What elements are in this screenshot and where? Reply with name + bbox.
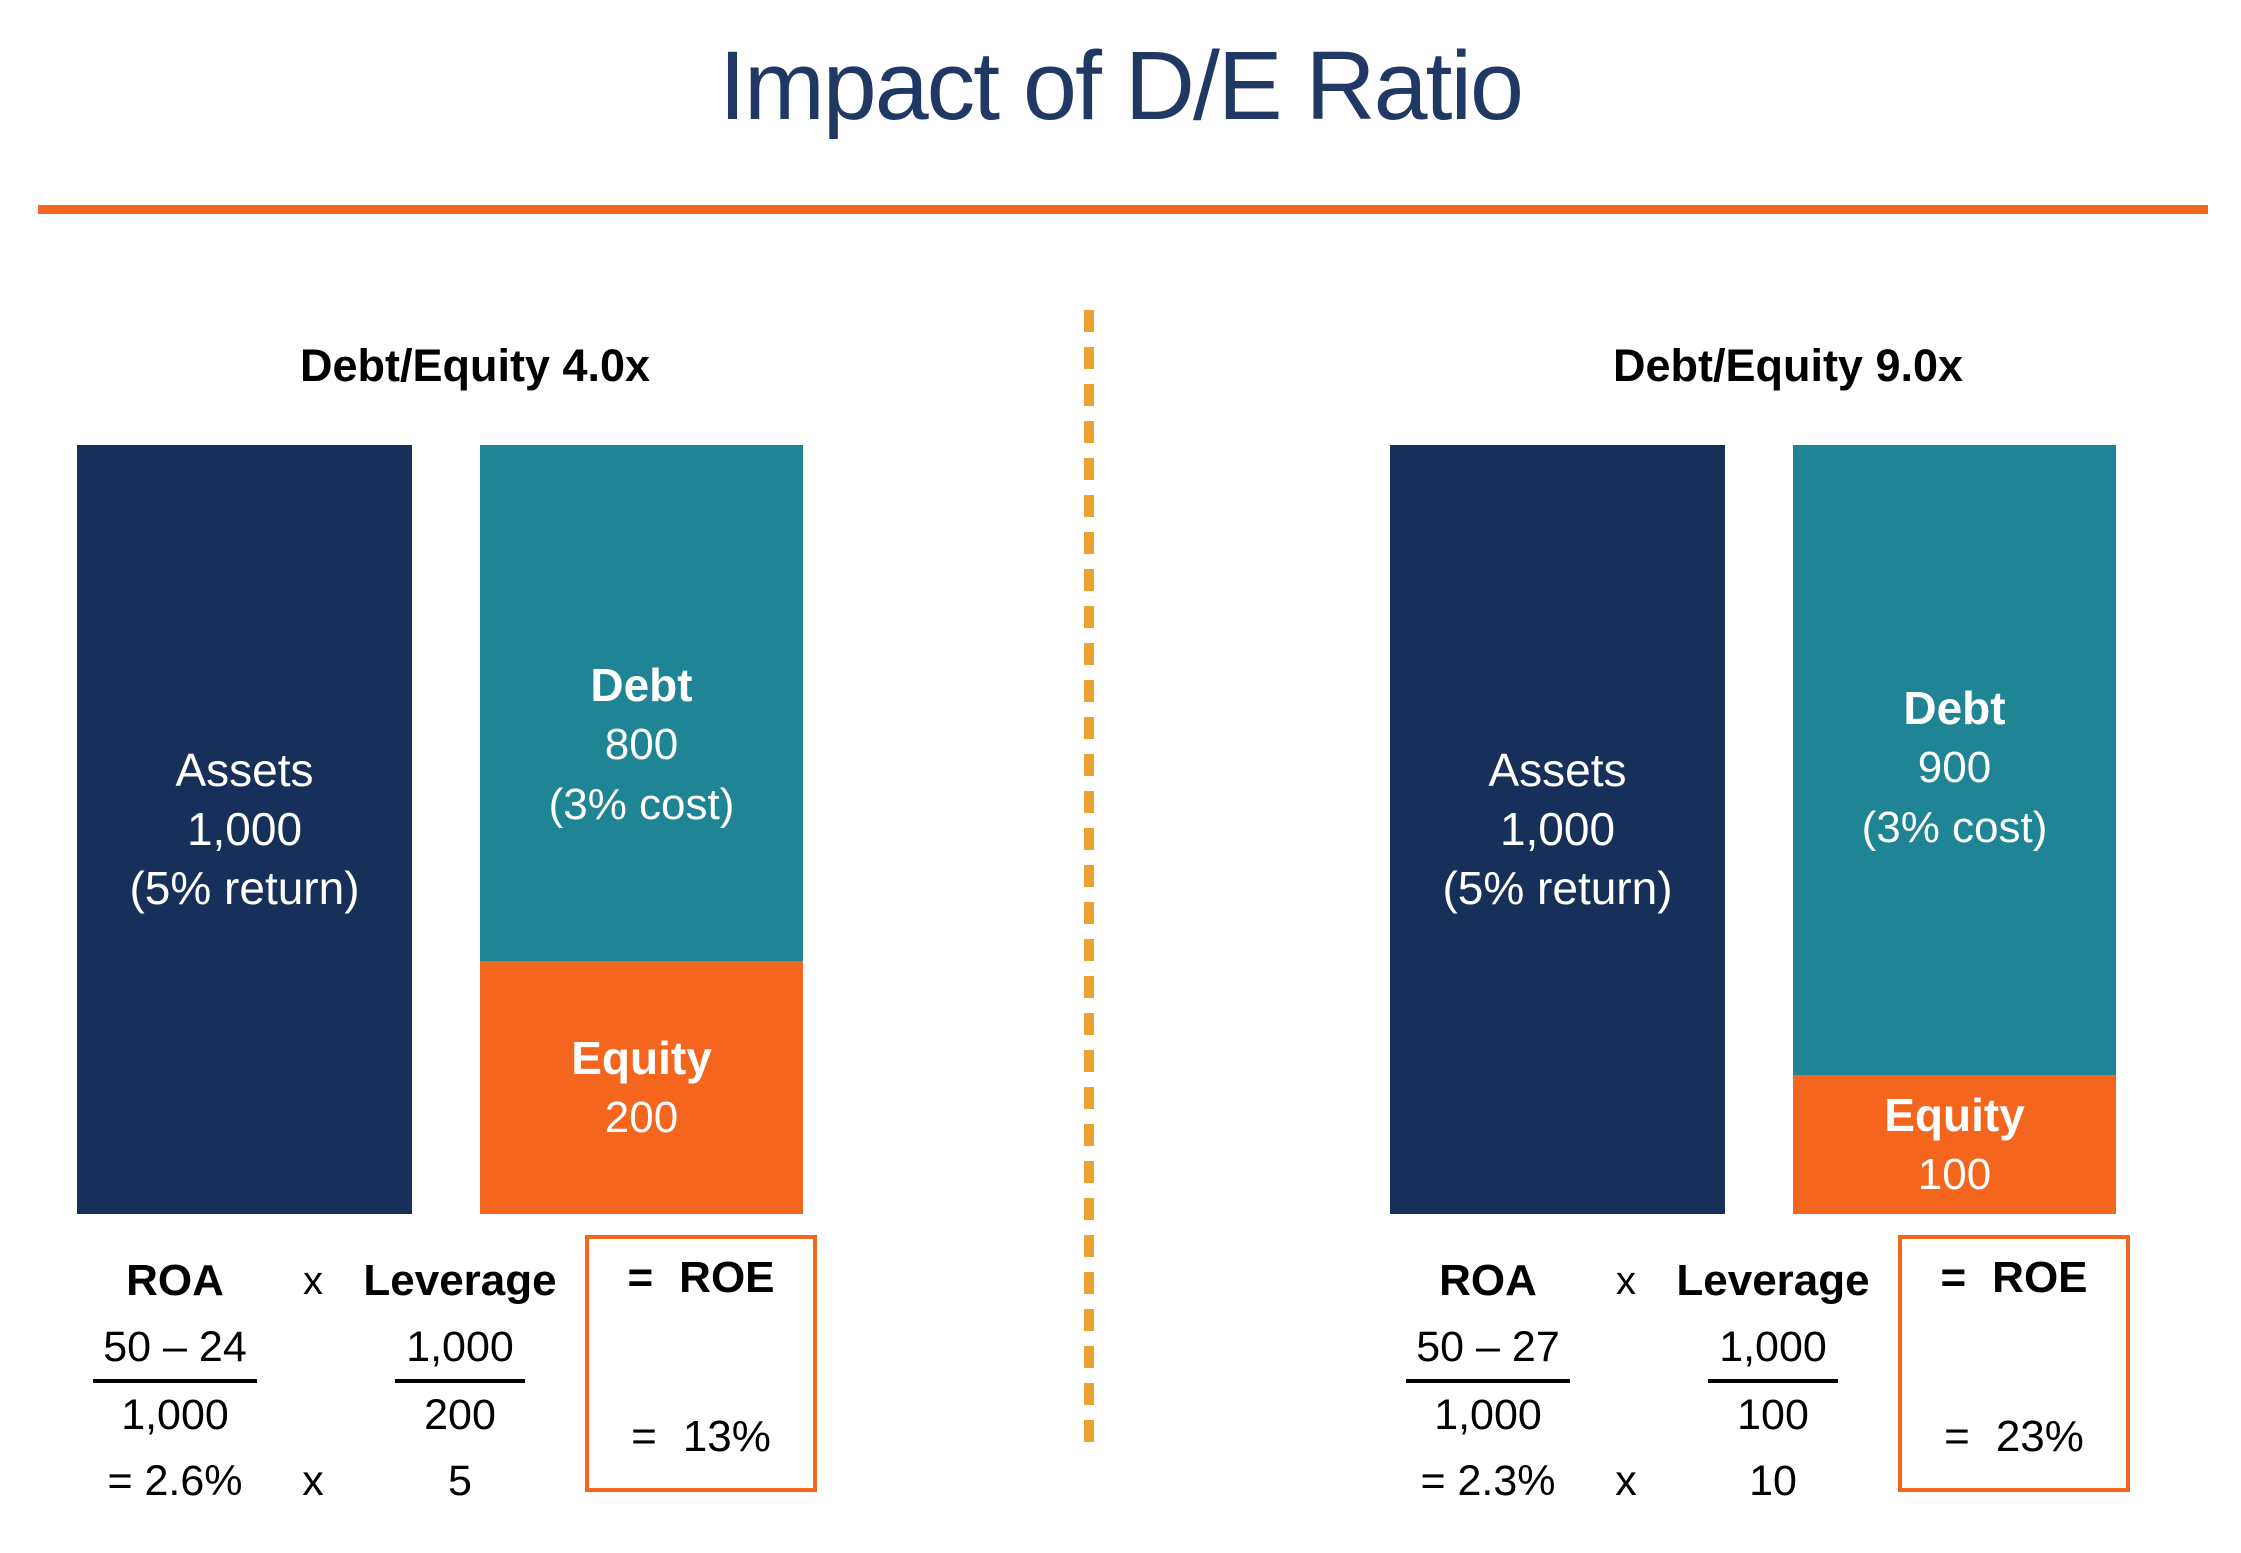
debt-note: (3% cost): [1861, 803, 2048, 852]
assets-label: Assets: [175, 744, 314, 796]
panel-heading: Debt/Equity 9.0x: [1612, 340, 1964, 391]
equity-segment: Equity 200: [480, 961, 803, 1214]
roe-header: ROE: [1992, 1253, 2088, 1302]
leverage-column: Leverage 1,000 200 5: [360, 1247, 560, 1513]
multiply-sign: x: [303, 1258, 323, 1303]
panel-divider-dashed-line: [1084, 310, 1094, 1445]
equals-sign: =: [1940, 1253, 1967, 1302]
roe-header-row: = ROE: [589, 1253, 813, 1303]
equity-value: 200: [604, 1092, 679, 1142]
leverage-header: Leverage: [363, 1256, 557, 1305]
debt-label: Debt: [590, 659, 693, 711]
roa-column: ROA 50 – 27 1,000 = 2.3%: [1383, 1247, 1593, 1513]
roa-column: ROA 50 – 24 1,000 = 2.6%: [70, 1247, 280, 1513]
roe-result-row: = 23%: [1902, 1412, 2126, 1462]
multiply-column: x x: [1601, 1247, 1651, 1513]
leverage-result: 10: [1749, 1456, 1797, 1505]
roa-denominator: 1,000: [1434, 1390, 1542, 1439]
roa-result: = 2.3%: [1420, 1456, 1556, 1505]
roe-box: = ROE = 13%: [585, 1235, 817, 1492]
debt-note: (3% cost): [548, 780, 735, 829]
equity-segment: Equity 100: [1793, 1075, 2116, 1214]
debt-label: Debt: [1903, 682, 2006, 734]
leverage-numerator: 1,000: [406, 1322, 514, 1371]
fraction-rule: [93, 1379, 257, 1383]
debt-equity-bar: Debt 800 (3% cost) Equity 200: [480, 445, 803, 1214]
debt-equity-bar: Debt 900 (3% cost) Equity 100: [1793, 445, 2116, 1214]
assets-value: 1,000: [186, 803, 303, 855]
assets-label: Assets: [1488, 744, 1627, 796]
panel-de-9x: Debt/Equity 9.0x Assets 1,000 (5% return…: [1373, 0, 2233, 1553]
fraction-rule: [395, 1379, 525, 1383]
fraction-rule: [1406, 1379, 1570, 1383]
roa-numerator: 50 – 27: [1416, 1322, 1560, 1371]
roa-header: ROA: [126, 1256, 224, 1305]
leverage-column: Leverage 1,000 100 10: [1673, 1247, 1873, 1513]
assets-note: (5% return): [1442, 862, 1673, 914]
equity-label: Equity: [1884, 1088, 2025, 1141]
roe-result: 23%: [1995, 1412, 2084, 1461]
debt-segment: Debt 900 (3% cost): [1793, 445, 2116, 1075]
debt-value: 900: [1917, 743, 1992, 792]
equals-sign: =: [1944, 1412, 1970, 1461]
roe-header-row: = ROE: [1902, 1253, 2126, 1303]
roa-result: = 2.6%: [107, 1456, 243, 1505]
leverage-denominator: 100: [1737, 1390, 1809, 1439]
debt-segment: Debt 800 (3% cost): [480, 445, 803, 961]
leverage-header: Leverage: [1676, 1256, 1870, 1305]
equity-value: 100: [1917, 1149, 1992, 1199]
assets-note: (5% return): [129, 862, 360, 914]
title-underline: [38, 205, 2208, 214]
assets-bar: Assets 1,000 (5% return): [1390, 445, 1725, 1214]
page-title: Impact of D/E Ratio: [719, 31, 1524, 140]
leverage-result: 5: [448, 1456, 472, 1505]
roe-box: = ROE = 23%: [1898, 1235, 2130, 1492]
equals-sign: =: [631, 1412, 657, 1461]
roe-header: ROE: [679, 1253, 775, 1302]
debt-value: 800: [604, 720, 679, 769]
roa-header: ROA: [1439, 1256, 1537, 1305]
multiply-sign: x: [1616, 1258, 1636, 1303]
multiply-sign: x: [302, 1456, 324, 1505]
assets-bar: Assets 1,000 (5% return): [77, 445, 412, 1214]
equity-label: Equity: [571, 1031, 712, 1084]
equals-sign: =: [627, 1253, 654, 1302]
roa-denominator: 1,000: [121, 1390, 229, 1439]
multiply-column: x x: [288, 1247, 338, 1513]
leverage-numerator: 1,000: [1719, 1322, 1827, 1371]
assets-value: 1,000: [1499, 803, 1616, 855]
leverage-denominator: 200: [424, 1390, 496, 1439]
roa-numerator: 50 – 24: [103, 1322, 247, 1371]
multiply-sign: x: [1615, 1456, 1637, 1505]
panel-de-4x: Debt/Equity 4.0x Assets 1,000 (5% return…: [60, 0, 920, 1553]
fraction-rule: [1708, 1379, 1838, 1383]
panel-heading: Debt/Equity 4.0x: [299, 340, 651, 391]
roe-result: 13%: [682, 1412, 771, 1461]
roe-result-row: = 13%: [589, 1412, 813, 1462]
